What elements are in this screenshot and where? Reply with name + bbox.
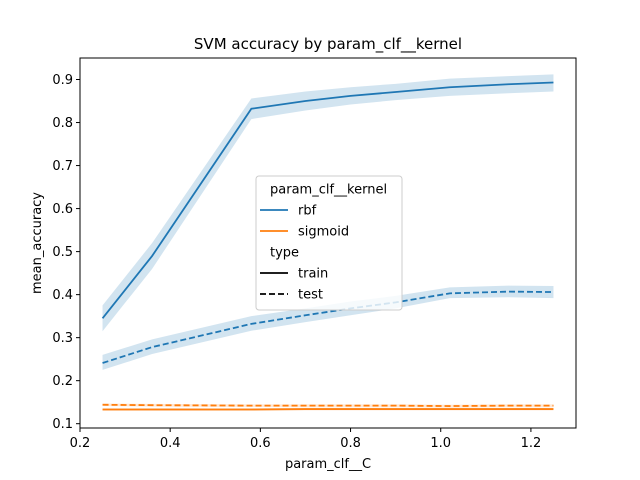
y-tick-label: 0.8 xyxy=(52,116,73,131)
x-tick-label: 0.2 xyxy=(70,436,91,451)
x-tick-label: 0.8 xyxy=(340,436,361,451)
y-tick-label: 0.1 xyxy=(52,417,73,432)
y-tick-label: 0.2 xyxy=(52,374,73,389)
ci-band-rbf-train xyxy=(102,74,554,332)
x-tick-label: 0.4 xyxy=(160,436,181,451)
legend-label-sigmoid: sigmoid xyxy=(298,225,349,240)
legend-hue-title: param_clf__kernel xyxy=(270,183,387,198)
series-line-sigmoid-test xyxy=(102,403,554,407)
legend-style-title: type xyxy=(270,246,299,261)
series-line-rbf-train xyxy=(101,81,554,319)
y-tick-label: 0.4 xyxy=(52,288,73,303)
y-tick-label: 0.7 xyxy=(52,159,73,174)
ci-band-rbf-test xyxy=(102,285,554,370)
plot-frame xyxy=(79,57,577,429)
x-tick-label: 0.6 xyxy=(250,436,271,451)
legend-label-test: test xyxy=(298,288,323,303)
legend-box xyxy=(255,175,403,311)
ticks-layer: 0.2 0.4 0.6 0.8 1.0 1.2 0.1 0.2 0.3 0.4 0.5 0.6 0.7 0… xyxy=(52,73,541,451)
y-axis-label: mean_accuracy xyxy=(30,192,45,294)
chart-title: SVM accuracy by param_clf__kernel xyxy=(194,35,462,54)
legend-label-rbf: rbf xyxy=(298,204,317,219)
y-tick-label: 0.9 xyxy=(52,73,73,88)
x-tick-label: 1.2 xyxy=(521,436,542,451)
y-tick-label: 0.3 xyxy=(52,331,73,346)
x-axis-label: param_clf__C xyxy=(285,457,371,472)
x-tick-label: 1.0 xyxy=(430,436,451,451)
y-tick-label: 0.5 xyxy=(52,245,73,260)
y-tick-label: 0.6 xyxy=(52,202,73,217)
legend-label-train: train xyxy=(298,267,328,282)
